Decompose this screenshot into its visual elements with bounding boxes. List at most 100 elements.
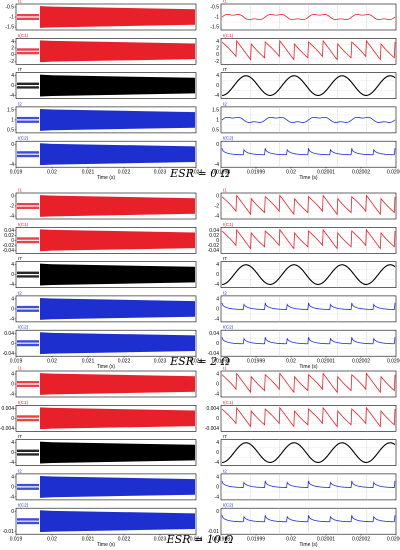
y-tick-label-right: 0 [216, 382, 219, 388]
y-tick-label-left: 0 [11, 52, 14, 58]
x-tick-label-right: 0.02002 [352, 359, 370, 365]
waveform-line-right [221, 75, 396, 96]
y-tick-label-right: 0 [216, 416, 219, 422]
y-tick-label-left: 0 [11, 194, 14, 200]
panel-label-left: I1 [18, 0, 22, 4]
waveform-band-main [40, 475, 195, 498]
y-tick-label-right: 4 [216, 262, 219, 268]
panel-label-left: I(C2) [18, 325, 29, 330]
x-tick-label-left: 0.021 [82, 537, 95, 543]
waveform-line-right [221, 515, 396, 523]
x-tick-label-right: 0.01999 [247, 170, 265, 176]
x-tick-label-right: 0.02003 [387, 170, 400, 176]
y-tick-label-left: -4 [10, 214, 15, 220]
x-tick-label-left: 0.02 [47, 170, 57, 176]
y-tick-label-right: 0 [216, 52, 219, 58]
x-tick-label-left: 0.022 [118, 359, 131, 365]
x-tick-label-left: 0.021 [82, 170, 95, 176]
caption-esr-0: ESR = 0 Ω [170, 167, 230, 180]
y-tick-label-left: -0.5 [5, 5, 14, 11]
y-tick-label-left: -4 [10, 460, 15, 466]
waveform-line-right [221, 406, 396, 428]
panel-label-left: I2 [18, 468, 22, 473]
y-tick-label-right: -4 [215, 392, 220, 398]
x-tick-label-right: 0.02003 [387, 359, 400, 365]
y-tick-label-right: 2 [216, 46, 219, 52]
y-tick-label-left: -4 [10, 93, 15, 99]
y-tick-label-left: -0.02 [3, 243, 15, 249]
y-tick-label-right: -0.04 [208, 248, 220, 254]
y-tick-label-left: 4 [11, 39, 14, 45]
panel-label-right: I1 [223, 366, 227, 371]
y-tick-label-left: 0 [11, 509, 14, 515]
y-tick-label-left: 0 [11, 238, 14, 244]
y-tick-label-left: -4 [10, 392, 15, 398]
y-tick-label-left: -0.04 [3, 248, 15, 254]
y-tick-label-right: -0.01 [208, 529, 220, 535]
y-tick-label-right: -4 [215, 214, 220, 220]
waveform-line-right [221, 442, 396, 463]
y-tick-label-right: 4 [216, 475, 219, 481]
panel-label-right: I(C2) [223, 325, 234, 330]
x-tick-label-right: 0.01998 [212, 537, 230, 543]
waveform-line-right [221, 194, 396, 216]
x-tick-label-right: 0.02 [286, 170, 296, 176]
y-tick-label-left: -1.5 [5, 25, 14, 31]
x-tick-label-left: 0.021 [82, 359, 95, 365]
x-tick-label-left: 0.019 [10, 170, 23, 176]
y-tick-label-left: -4 [10, 495, 15, 501]
y-tick-label-left: 0 [11, 272, 14, 278]
y-tick-label-left: -2 [10, 204, 15, 210]
x-axis-label-left: Time (s) [97, 542, 115, 548]
y-tick-label-left: -4 [10, 317, 15, 323]
y-tick-label-right: 0.02 [209, 233, 219, 239]
y-tick-label-left: 0 [11, 450, 14, 456]
y-tick-label-right: 0 [216, 450, 219, 456]
y-tick-label-left: -0.04 [3, 351, 15, 357]
x-tick-label-right: 0.02001 [317, 537, 335, 543]
x-tick-label-right: 0.02002 [352, 170, 370, 176]
panel-label-left: IT [18, 434, 22, 439]
y-tick-label-right: 0 [216, 272, 219, 278]
waveform-band-main [40, 407, 195, 430]
y-tick-label-left: 4 [11, 372, 14, 378]
x-tick-label-left: 0.024 [190, 359, 203, 365]
panel-label-left: IT [18, 67, 22, 72]
x-axis-label-right: Time (s) [299, 364, 317, 370]
y-tick-label-right: 0.5 [212, 128, 219, 134]
caption-esr-2: ESR = 2 Ω [170, 355, 230, 368]
x-tick-label-right: 0.02001 [317, 170, 335, 176]
waveform-band-main [40, 441, 195, 464]
x-tick-label-right: 0.01999 [247, 537, 265, 543]
x-tick-label-left: 0.02 [47, 359, 57, 365]
y-tick-label-left: -1 [10, 15, 15, 21]
panel-label-left: I1 [18, 188, 22, 193]
x-tick-label-right: 0.02003 [387, 537, 400, 543]
panel-label-right: I1 [223, 188, 227, 193]
y-tick-label-right: -0.02 [208, 243, 220, 249]
panel-label-right: I(C1) [223, 33, 234, 38]
y-tick-label-right: 4 [216, 297, 219, 303]
x-tick-label-right: 0.01998 [212, 359, 230, 365]
y-tick-label-left: -0.004 [0, 426, 14, 432]
y-tick-label-right: 0 [216, 485, 219, 491]
waveform-line-right [221, 337, 396, 345]
x-axis-label-right: Time (s) [299, 542, 317, 548]
y-tick-label-left: 1.5 [7, 108, 14, 114]
y-tick-label-right: 4 [216, 73, 219, 79]
panel-label-right: I2 [223, 468, 227, 473]
x-tick-label-right: 0.01998 [212, 170, 230, 176]
x-tick-label-left: 0.024 [190, 537, 203, 543]
waveform-line-right [221, 228, 396, 250]
y-tick-label-right: -1.5 [210, 25, 219, 31]
y-tick-label-right: 0 [216, 142, 219, 148]
panel-label-left: I1 [18, 366, 22, 371]
panel-label-right: I2 [223, 101, 227, 106]
waveform-band-main [40, 143, 195, 166]
waveform-band-main [40, 373, 195, 395]
y-tick-label-right: 0.04 [209, 228, 219, 234]
panel-label-left: I(C2) [18, 136, 29, 141]
y-tick-label-right: -0.04 [208, 351, 220, 357]
y-tick-label-right: 0 [216, 509, 219, 515]
x-axis-label-left: Time (s) [97, 364, 115, 370]
